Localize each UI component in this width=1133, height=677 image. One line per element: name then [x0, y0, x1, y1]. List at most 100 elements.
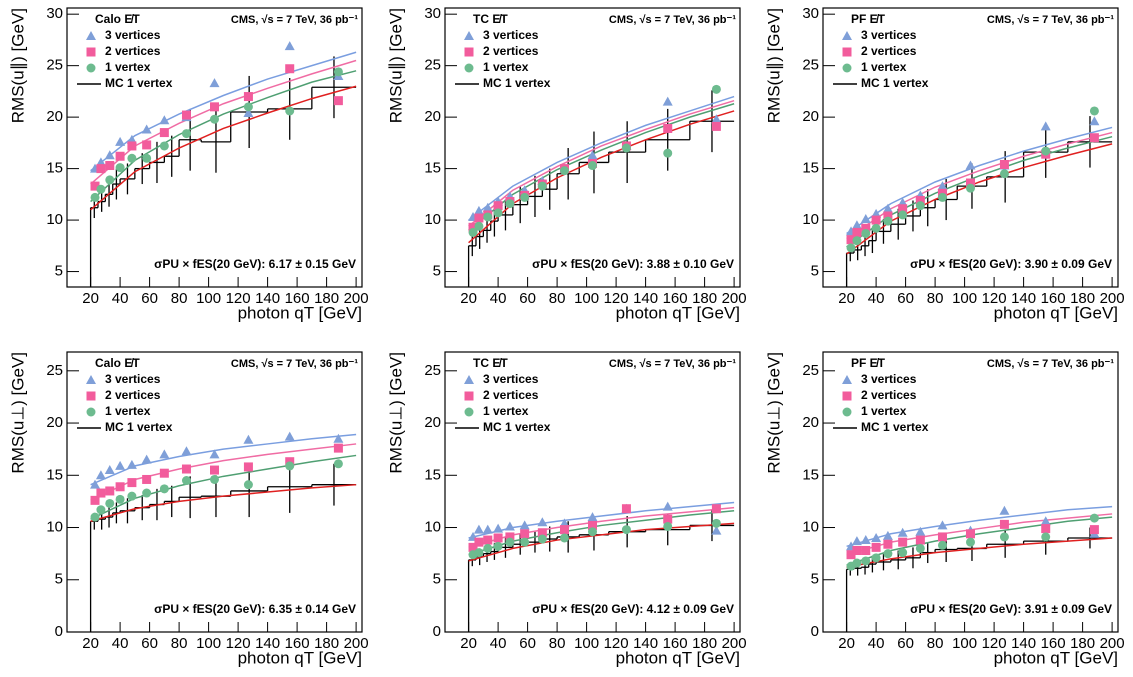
fit-curve — [846, 131, 1113, 240]
fit-curve — [846, 505, 1113, 548]
fit-curve — [468, 99, 735, 227]
x-tick-label: 180 — [314, 290, 339, 307]
circle-marker — [966, 183, 975, 193]
triangle-marker — [243, 434, 254, 444]
cms-label: CMS, √s = 7 TeV, 36 pb⁻¹ — [987, 358, 1114, 370]
legend-swatch — [842, 31, 852, 40]
x-tick-label: 180 — [1070, 635, 1095, 652]
fit-curve — [90, 443, 357, 502]
triangle-marker — [141, 124, 152, 134]
square-marker — [105, 486, 115, 496]
circle-marker — [210, 474, 219, 484]
square-marker — [333, 443, 343, 453]
circle-marker — [483, 543, 493, 553]
y-tick-label: 25 — [424, 362, 441, 379]
square-marker — [468, 542, 478, 552]
square-marker — [663, 514, 673, 524]
y-tick-label: 5 — [55, 571, 63, 588]
circle-marker — [285, 106, 295, 116]
y-axis-title: RMS(u∥) [GeV] — [764, 8, 783, 123]
square-marker — [115, 482, 125, 492]
triangle-marker — [126, 459, 137, 469]
y-tick-label: 10 — [424, 211, 441, 228]
x-tick-label: 200 — [344, 635, 369, 652]
x-axis-title: photon qT [GeV] — [616, 303, 740, 322]
annotation: σPU × fES(20 GeV): 4.12 ± 0.09 GeV — [532, 602, 734, 616]
triangle-marker — [141, 454, 152, 464]
legend-label: 1 vertex — [105, 60, 151, 74]
circle-marker — [898, 548, 908, 558]
triangle-marker — [473, 205, 484, 215]
y-tick-label: 20 — [802, 414, 819, 431]
x-tick-label: 60 — [519, 290, 536, 307]
legend-swatch — [464, 375, 474, 384]
legend-swatch — [86, 375, 96, 384]
fit-curve — [468, 95, 735, 221]
panel-title: Calo E̸T — [95, 356, 140, 370]
triangle-marker — [209, 78, 220, 88]
square-marker — [621, 504, 631, 514]
circle-marker — [937, 540, 947, 550]
y-tick-label: 15 — [424, 160, 441, 177]
circle-marker — [621, 143, 631, 153]
triangle-marker — [482, 524, 493, 534]
circle-marker — [1041, 532, 1051, 542]
square-marker — [159, 128, 169, 138]
square-marker — [871, 542, 881, 552]
legend-swatch — [86, 407, 96, 417]
panel-title: TC E̸T — [473, 12, 508, 26]
x-tick-label: 200 — [1100, 290, 1125, 307]
y-tick-label: 30 — [424, 5, 441, 22]
circle-marker — [474, 548, 484, 558]
circle-marker — [520, 537, 530, 547]
triangle-marker — [882, 203, 893, 213]
triangle-marker — [104, 150, 115, 160]
x-tick-label: 80 — [927, 635, 944, 652]
triangle-marker — [333, 433, 344, 443]
circle-marker — [505, 199, 515, 209]
annotation: σPU × fES(20 GeV): 6.35 ± 0.14 GeV — [154, 602, 356, 616]
legend-swatch — [842, 375, 852, 384]
triangle-marker — [115, 460, 126, 470]
legend-label: 1 vertex — [483, 60, 529, 74]
circle-marker — [711, 518, 721, 528]
square-marker — [243, 92, 253, 102]
fit-curve — [90, 433, 357, 486]
cms-label: CMS, √s = 7 TeV, 36 pb⁻¹ — [231, 358, 358, 370]
y-tick-label: 0 — [55, 623, 63, 640]
x-tick-label: 180 — [1070, 290, 1095, 307]
cms-label: CMS, √s = 7 TeV, 36 pb⁻¹ — [609, 358, 736, 370]
y-tick-label: 10 — [46, 211, 63, 228]
x-tick-label: 80 — [927, 290, 944, 307]
circle-marker — [883, 549, 893, 559]
circle-marker — [1041, 146, 1051, 156]
legend-swatch — [464, 391, 474, 401]
square-marker — [937, 532, 947, 542]
square-marker — [105, 161, 115, 171]
circle-marker — [1089, 513, 1099, 523]
square-marker — [505, 532, 515, 542]
x-axis-title: photon qT [GeV] — [616, 648, 740, 667]
x-tick-label: 80 — [549, 290, 566, 307]
plot-frame — [66, 7, 363, 288]
legend-label: MC 1 vertex — [861, 420, 929, 434]
square-marker — [493, 201, 503, 211]
fit-curve — [468, 110, 735, 244]
triangle-marker — [1089, 116, 1100, 126]
legend-swatch — [86, 31, 96, 40]
square-marker — [493, 533, 503, 543]
triangle-marker — [587, 512, 598, 522]
fit-curve — [90, 70, 357, 203]
y-axis-title: RMS(u⊥) [GeV] — [8, 352, 27, 474]
cms-label: CMS, √s = 7 TeV, 36 pb⁻¹ — [231, 14, 358, 26]
y-tick-label: 0 — [811, 623, 819, 640]
square-marker — [210, 465, 219, 475]
y-tick-label: 5 — [811, 263, 819, 280]
y-tick-label: 25 — [46, 57, 63, 74]
square-marker — [468, 222, 478, 232]
plot-frame — [444, 351, 741, 633]
